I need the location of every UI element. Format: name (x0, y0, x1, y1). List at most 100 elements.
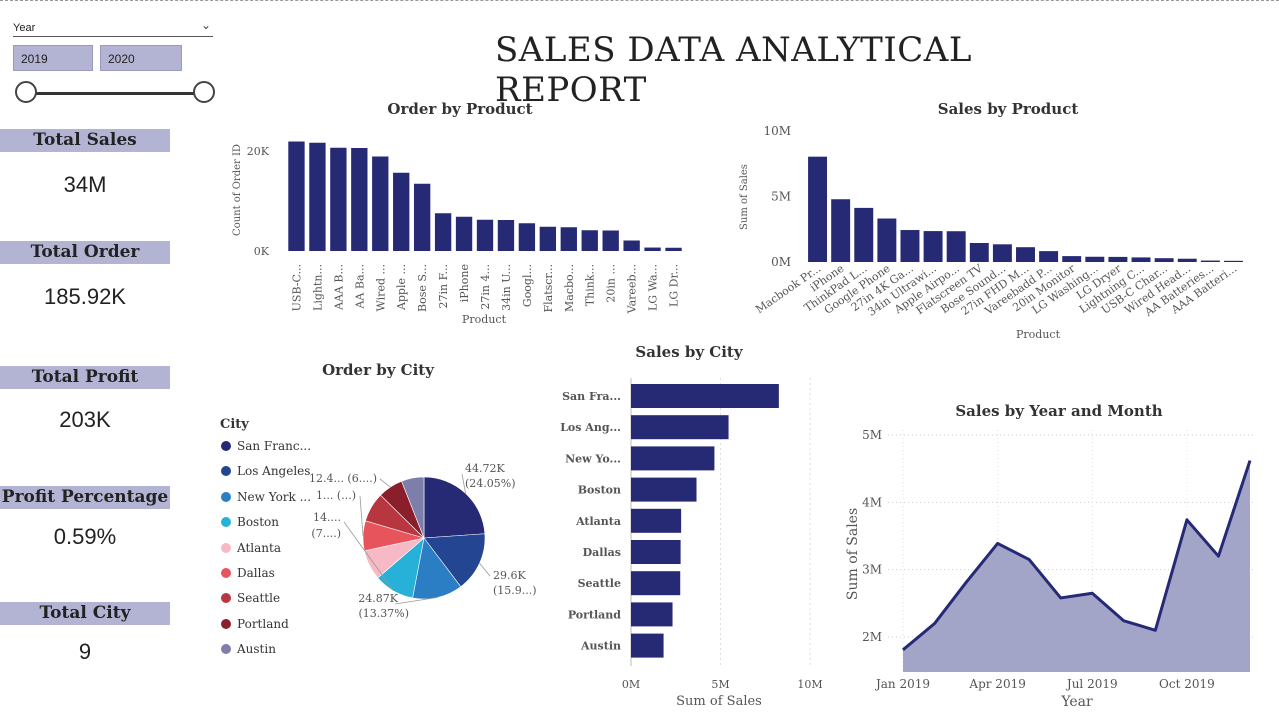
order-product-ylabel: Count of Order ID (232, 144, 243, 236)
total-profit-label: Total Profit (0, 366, 170, 389)
sales-product-bar (1062, 256, 1082, 262)
pie-leader-line (379, 478, 391, 488)
top-border (0, 0, 1279, 1)
pie-data-label: (7....) (311, 527, 341, 540)
pie-data-label: (15.9...) (493, 584, 537, 597)
order-product-bar (644, 247, 661, 251)
sales-product-bar (992, 244, 1012, 262)
legend-marker (221, 644, 231, 655)
pie-slice (401, 476, 425, 539)
sales-city-xtick-label: 10M (797, 678, 822, 691)
pie-data-label: (13.37%) (358, 607, 409, 620)
legend-item[interactable]: Portland (221, 616, 289, 632)
slicer-header[interactable]: Year ⌄ (13, 18, 213, 37)
legend-item[interactable]: San Franc... (221, 438, 311, 454)
year-slicer[interactable]: Year ⌄ 2019 2020 (13, 18, 215, 103)
order-product-bar (455, 216, 473, 251)
profit-percentage-value: 0.59% (53, 524, 117, 549)
order-product-xlabel: Product (462, 313, 507, 326)
sales-by-year-month-title: Sales by Year and Month (955, 402, 1163, 420)
order-product-bar (476, 219, 494, 251)
sales-by-city-title: Sales by City (635, 343, 743, 361)
trend-ytick-label: 3M (862, 563, 882, 577)
sales-product-bar (900, 230, 920, 262)
sales-product-bar (946, 231, 966, 262)
sales-city-category-label: Seattle (578, 577, 621, 590)
slider-start-handle[interactable] (15, 81, 37, 103)
trend-xtick-label: Apr 2019 (968, 677, 1025, 691)
order-product-bar (434, 213, 452, 251)
sales-product-bar (1085, 256, 1105, 262)
order-product-xtick-label: iPhone (458, 264, 471, 302)
sales-product-bar (1223, 260, 1243, 262)
pie-data-label: 24.87K (358, 592, 398, 605)
trend-ytick-label: 5M (862, 428, 882, 442)
legend-item[interactable]: Dallas (221, 565, 275, 581)
sales-city-category-label: New Yo... (565, 452, 621, 465)
legend-item[interactable]: Boston (221, 514, 279, 530)
order-product-bar (581, 230, 598, 251)
slider-end-handle[interactable] (193, 81, 215, 103)
order-product-bar (560, 227, 577, 251)
order-product-bar (393, 172, 410, 251)
legend-item[interactable]: Austin (221, 641, 276, 657)
pie-data-label: (24.05%) (465, 477, 516, 490)
sales-city-bar (631, 415, 729, 440)
order-product-ytick-label: 0K (254, 245, 270, 258)
order-product-bar (602, 230, 619, 251)
order-by-city-title: Order by City (322, 361, 434, 379)
order-product-xtick-label: Flatscr... (542, 264, 555, 312)
slicer-to-input[interactable]: 2020 (100, 45, 182, 71)
order-product-bar (309, 142, 326, 251)
order-product-xtick-label: LG Dr... (668, 264, 681, 307)
sales-city-bar (631, 384, 779, 408)
total-city-label: Total City (0, 602, 170, 625)
sales-city-category-label: Los Ang... (560, 421, 621, 434)
profit-percentage-label: Profit Percentage (0, 486, 170, 509)
slicer-from-input[interactable]: 2019 (13, 45, 93, 71)
trend-ylabel: Sum of Sales (845, 508, 861, 600)
order-product-xtick-label: LG Wa... (647, 264, 660, 311)
order-product-xtick-label: Think... (584, 264, 597, 306)
total-sales-label: Total Sales (0, 129, 170, 152)
sales-product-bar (854, 207, 874, 262)
slider-track[interactable] (28, 92, 206, 95)
legend-marker (221, 441, 231, 451)
order-product-bar (539, 226, 557, 251)
sales-city-category-label: Atlanta (575, 515, 621, 528)
page-title: SALES DATA ANALYTICAL REPORT (495, 30, 972, 110)
sales-city-category-label: Austin (580, 640, 621, 653)
pie-leader-line (359, 495, 364, 536)
order-product-xtick-label: 34in U... (500, 264, 513, 311)
order-product-xtick-label: Apple ... (395, 264, 408, 311)
order-product-xtick-label: Macbo... (563, 264, 576, 312)
order-by-product-title: Order by Product (387, 100, 533, 118)
order-product-xtick-label: USB-C... (290, 264, 303, 311)
sales-product-ytick-label: 0M (771, 255, 791, 269)
chevron-down-icon[interactable]: ⌄ (200, 18, 211, 32)
sales-city-bar (631, 540, 681, 564)
legend-label: San Franc... (237, 439, 312, 453)
sales-product-bar (1131, 257, 1151, 262)
order-product-bar (623, 240, 640, 251)
sales-city-category-label: Boston (578, 484, 621, 497)
legend-item[interactable]: Atlanta (221, 540, 281, 556)
sales-city-bar (631, 602, 673, 627)
legend-item[interactable]: Seattle (221, 590, 280, 606)
legend-marker (221, 568, 231, 578)
pie-data-label: 12.4... (6....) (309, 472, 377, 485)
order-product-bar (351, 148, 368, 251)
sales-city-bar (631, 508, 682, 533)
sales-city-category-label: Dallas (583, 546, 621, 559)
legend-marker (221, 517, 231, 528)
pie-data-label: 14.... (313, 511, 341, 524)
order-product-bar (665, 247, 682, 251)
legend-item[interactable]: Los Angeles (221, 463, 310, 479)
sales-product-bar (1200, 260, 1220, 262)
total-order-label: Total Order (0, 241, 170, 264)
legend-label: Dallas (237, 566, 275, 580)
legend-item[interactable]: New York ... (221, 489, 311, 505)
legend-label: New York ... (237, 489, 312, 504)
trend-xtick-label: Jan 2019 (874, 677, 930, 691)
